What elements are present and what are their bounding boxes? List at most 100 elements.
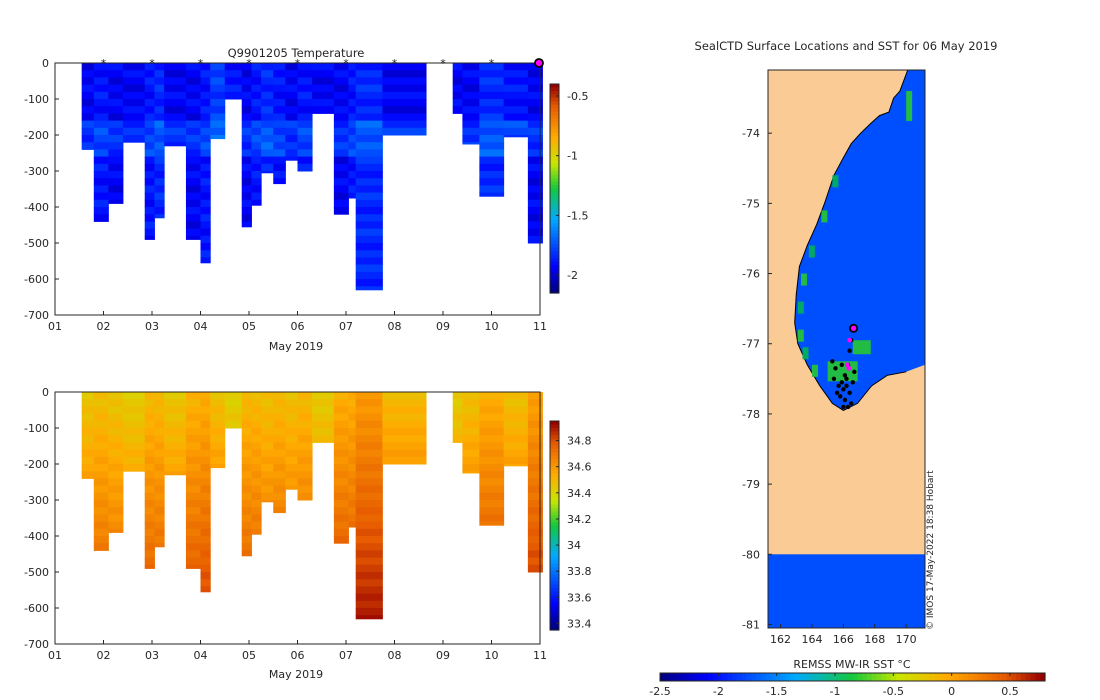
colorbar-segment: [550, 153, 559, 158]
profile-cell: [382, 127, 427, 136]
profile-cell: [122, 392, 146, 400]
profile-cell: [154, 171, 165, 179]
profile-cell: [382, 435, 427, 443]
colorbar-segment: [550, 272, 559, 277]
profile-column: [185, 63, 201, 240]
profile-cell: [81, 84, 95, 93]
profile-cell: [154, 507, 165, 515]
profile-cell: [200, 149, 211, 158]
colorbar-segment: [550, 570, 559, 575]
profile-cell: [144, 63, 155, 71]
profile-cell: [185, 142, 201, 150]
profile-cell: [355, 178, 383, 186]
profile-cell: [81, 449, 95, 458]
colorbar-segment: [550, 223, 559, 228]
sst-colorbar-segment: [785, 673, 791, 681]
colorbar-segment: [550, 157, 559, 162]
colorbar-segment: [550, 251, 559, 256]
temperature-section-plot: Q9901205 Temperature 01 02 03 04 05 06 07 08 09 1…: [24, 46, 588, 353]
profile-cell: [333, 392, 349, 400]
profile-cell: [93, 442, 109, 451]
profile-cell: [261, 91, 274, 100]
colorbar-segment: [550, 549, 559, 554]
profile-cell: [164, 471, 187, 476]
colorbar-segment: [550, 143, 559, 148]
profile-column: [261, 63, 274, 174]
sst-colorbar-segment: [987, 673, 993, 681]
profile-cell: [154, 543, 165, 548]
profile-cell: [144, 185, 155, 194]
profile-cell: [154, 442, 165, 451]
colorbar-segment: [550, 265, 559, 270]
profile-cell: [93, 127, 109, 136]
profile-cell: [527, 536, 543, 544]
colorbar-segment: [550, 237, 559, 242]
profile-cell: [164, 449, 187, 458]
profile-cell: [241, 106, 252, 114]
y-tick-label: -200: [24, 129, 49, 142]
profile-cell: [261, 420, 274, 429]
profile-column: [355, 392, 383, 620]
x-tick-label: 09: [436, 649, 450, 662]
profile-cell: [462, 120, 480, 129]
profile-cell: [297, 435, 313, 443]
profile-column: [462, 63, 480, 145]
profile-cell: [273, 492, 286, 501]
profile-cell: [273, 135, 286, 143]
profile-cell: [273, 113, 286, 122]
profile-cell: [210, 120, 226, 129]
profile-cell: [462, 142, 480, 145]
profile-cell: [527, 77, 543, 86]
profile-cell: [333, 413, 349, 422]
profile-cell: [503, 84, 529, 93]
profile-cell: [210, 406, 226, 415]
profile-cell: [251, 428, 262, 436]
profile-cell: [93, 536, 109, 544]
profile-cell: [261, 127, 274, 136]
profile-cell: [355, 207, 383, 215]
profile-cell: [479, 156, 505, 165]
profile-cell: [200, 543, 211, 551]
profile-cell: [285, 149, 298, 158]
profile-cell: [348, 464, 357, 472]
profile-cell: [479, 428, 505, 436]
profile-cell: [93, 399, 109, 407]
profile-cell: [200, 456, 211, 465]
profile-cell: [382, 442, 427, 451]
profile-cell: [210, 113, 226, 122]
profile-cell: [273, 399, 286, 407]
profile-cell: [108, 442, 124, 451]
profile-cell: [452, 70, 463, 78]
profile-column: [200, 392, 211, 593]
profile-cell: [355, 586, 383, 595]
sst-colorbar-segment: [770, 673, 777, 681]
profile-cell: [273, 485, 286, 494]
sst-colorbar-segment: [905, 673, 911, 681]
x-tick-label: 04: [194, 649, 208, 662]
profile-cell: [452, 399, 463, 407]
profile-cell: [185, 99, 201, 107]
profile-cell: [144, 492, 155, 501]
profile-cell: [154, 106, 165, 114]
profile-cell: [251, 156, 262, 165]
profile-cell: [462, 70, 480, 78]
profile-cell: [285, 420, 298, 429]
profile-cell: [122, 406, 146, 415]
profile-cell: [93, 521, 109, 530]
profile-cell: [479, 413, 505, 422]
profile-cell: [355, 199, 383, 208]
sst-colorbar-segment: [958, 673, 964, 681]
profile-cell: [527, 492, 543, 501]
profile-cell: [164, 63, 187, 71]
profile-cell: [503, 120, 529, 129]
profile-cell: [200, 435, 211, 443]
sst-colorbar-segment: [929, 673, 935, 681]
colorbar-segment: [550, 139, 559, 144]
profile-cell: [355, 543, 383, 551]
profile-cell: [185, 91, 201, 100]
seal-track-point: [839, 362, 844, 367]
profile-cell: [355, 286, 383, 291]
profile-cell: [144, 106, 155, 114]
colorbar-segment: [550, 160, 559, 165]
profile-cell: [108, 456, 124, 465]
